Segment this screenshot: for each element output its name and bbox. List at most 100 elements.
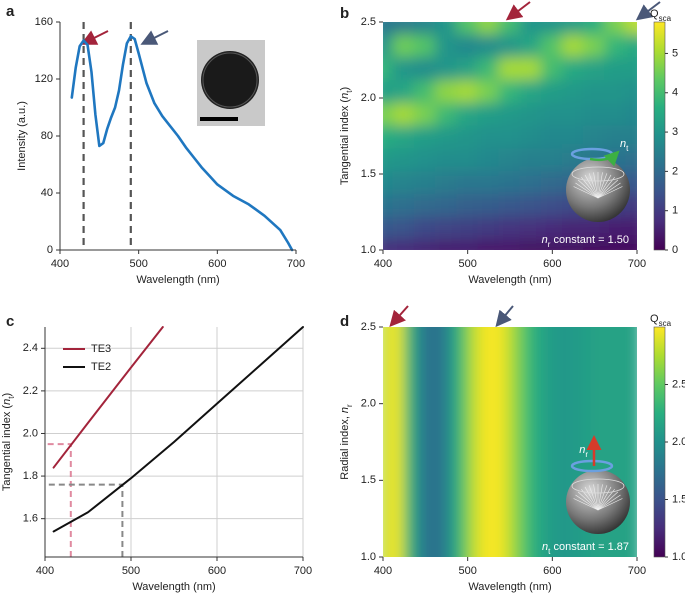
heatmap-column bbox=[446, 327, 456, 557]
heatmap-cell bbox=[625, 192, 637, 217]
sphere-line bbox=[597, 498, 623, 511]
y-axis-label-part: n bbox=[339, 93, 351, 99]
heatmap-cell bbox=[519, 100, 543, 126]
y-tick-label: 2.5 bbox=[361, 321, 376, 333]
heatmap-cell bbox=[498, 32, 522, 58]
heatmap-cell bbox=[561, 78, 586, 103]
heatmap-cell bbox=[456, 78, 480, 103]
heatmap-column bbox=[547, 327, 558, 557]
heatmap-cell bbox=[456, 123, 480, 149]
heatmap-cell bbox=[561, 100, 586, 126]
sphere-line bbox=[597, 176, 615, 199]
heatmap-cell bbox=[477, 123, 501, 149]
heatmap-cell bbox=[583, 32, 607, 58]
heatmap-cell bbox=[413, 100, 437, 126]
heatmap-cell bbox=[604, 55, 628, 80]
annotation-part: constant = 1.87 bbox=[550, 541, 629, 553]
heatmap-cell bbox=[456, 169, 480, 194]
heatmap-cell bbox=[604, 100, 628, 126]
heatmap-cell bbox=[413, 55, 437, 80]
heatmap-cell bbox=[540, 123, 564, 149]
x-tick-label: 700 bbox=[628, 565, 646, 577]
colorbar-tick-label: 3 bbox=[672, 126, 678, 138]
x-tick-label: 700 bbox=[628, 258, 646, 270]
y-axis-label-part: ) bbox=[1, 393, 13, 397]
heatmap-cell bbox=[392, 32, 416, 58]
heatmap-cell bbox=[413, 169, 437, 194]
heatmap-cell bbox=[625, 146, 637, 172]
y-tick-label: 2.0 bbox=[361, 92, 376, 104]
colorbar-label-part: sca bbox=[659, 319, 672, 328]
y-tick-label: 80 bbox=[41, 130, 53, 142]
heatmap-cell bbox=[498, 22, 522, 35]
annotation-part: n bbox=[542, 234, 548, 246]
heatmap-cell bbox=[392, 192, 416, 217]
heatmap-cell bbox=[477, 146, 501, 172]
heatmap-cell bbox=[583, 123, 607, 149]
sphere-line bbox=[577, 491, 599, 511]
colorbar-tick-label: 4 bbox=[672, 87, 678, 99]
colorbar-label-part: Q bbox=[650, 313, 659, 325]
heatmap-cell bbox=[383, 192, 395, 217]
heatmap-cell bbox=[456, 192, 480, 217]
sphere-line bbox=[573, 498, 599, 511]
heatmap-cell bbox=[625, 214, 637, 240]
heatmap-cell bbox=[477, 22, 501, 35]
y-tick-label: 2.5 bbox=[361, 16, 376, 28]
heatmap-cell bbox=[519, 237, 543, 250]
annotation-part: constant = 1.50 bbox=[550, 234, 629, 246]
heatmap-cell bbox=[498, 237, 522, 250]
heatmap-cell bbox=[498, 146, 522, 172]
heatmap-cell bbox=[604, 22, 628, 35]
heatmap-cell bbox=[477, 100, 501, 126]
heatmap-cell bbox=[383, 214, 395, 240]
heatmap-column bbox=[539, 327, 549, 557]
x-tick-label: 700 bbox=[287, 258, 305, 270]
heatmap-column bbox=[632, 327, 637, 557]
sphere-line bbox=[597, 186, 623, 199]
heatmap-cell bbox=[434, 32, 459, 58]
annotation-part: r bbox=[548, 240, 551, 249]
colorbar-tick-label: 1.0 bbox=[672, 551, 685, 563]
heatmap-cell bbox=[498, 169, 522, 194]
colorbar bbox=[653, 21, 666, 251]
heatmap-cell bbox=[434, 78, 459, 103]
heatmap-cell bbox=[434, 123, 459, 149]
heatmap-cell bbox=[383, 169, 395, 194]
heatmap-cell bbox=[498, 100, 522, 126]
y-axis-label-part: t bbox=[7, 396, 16, 399]
colorbar-label-part: Q bbox=[650, 8, 659, 20]
colorbar-tick-label: 2.5 bbox=[672, 378, 685, 390]
heatmap-cell bbox=[583, 78, 607, 103]
x-tick-label: 500 bbox=[129, 258, 147, 270]
sphere-line bbox=[597, 173, 608, 199]
heatmap-cell bbox=[456, 32, 480, 58]
x-axis-label: Wavelength (nm) bbox=[132, 581, 215, 593]
heatmap-column bbox=[513, 327, 524, 557]
heatmap-cell bbox=[413, 192, 437, 217]
heatmap-cell bbox=[456, 237, 480, 250]
heatmap-cell bbox=[625, 32, 637, 58]
heatmap-cell bbox=[519, 146, 543, 172]
annotation: nr constant = 1.50 bbox=[542, 234, 629, 249]
sphere-line bbox=[577, 179, 599, 199]
heatmap-column bbox=[573, 327, 583, 557]
sphere-icon bbox=[566, 435, 630, 534]
heatmap-cell bbox=[604, 78, 628, 103]
heatmap-cell bbox=[519, 214, 543, 240]
icon-label-part: t bbox=[626, 144, 629, 153]
heatmap-cell bbox=[413, 123, 437, 149]
ring bbox=[570, 459, 614, 473]
heatmap-cell bbox=[383, 100, 395, 126]
heatmap-column bbox=[383, 327, 388, 557]
heatmap-cell bbox=[413, 78, 437, 103]
y-axis-label-part: n bbox=[1, 399, 13, 405]
heatmap-column bbox=[556, 327, 566, 557]
heatmap-cell bbox=[434, 237, 459, 250]
sphere-line bbox=[597, 174, 612, 199]
heatmap-column bbox=[522, 327, 532, 557]
sphere-icon bbox=[566, 147, 630, 222]
heatmap-cell bbox=[583, 100, 607, 126]
heatmap-cells bbox=[383, 327, 637, 557]
y-axis-label-part: Radial index, bbox=[339, 413, 351, 480]
